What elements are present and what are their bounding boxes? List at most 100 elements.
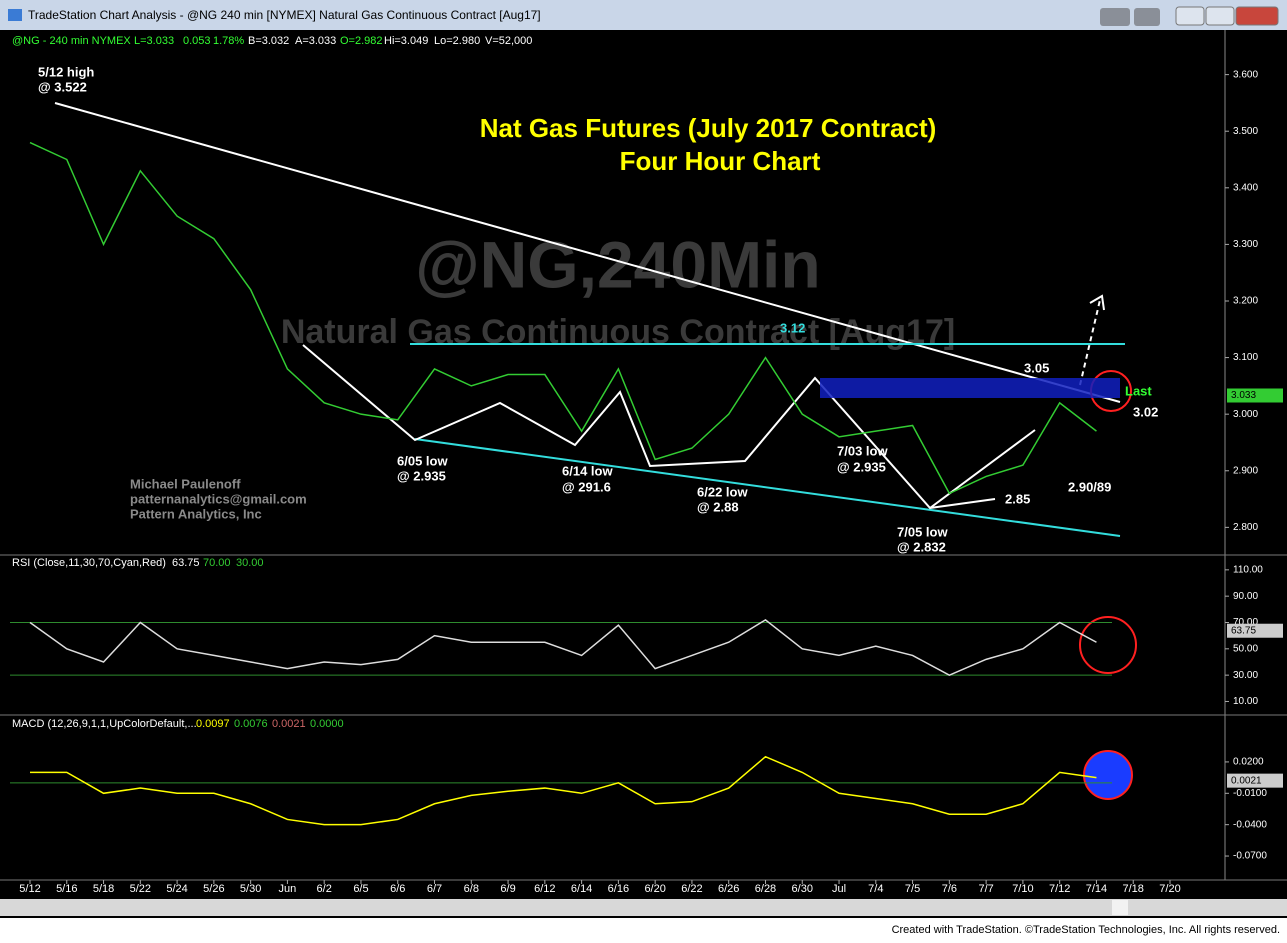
y-tick-label: 3.000 <box>1233 409 1258 420</box>
author-name: Michael Paulenoff <box>130 476 241 491</box>
y-tick-label: -0.0700 <box>1233 851 1267 862</box>
annotation: 3.05 <box>1024 360 1049 375</box>
highlight-circle <box>1079 616 1137 674</box>
title-bar <box>0 0 1287 30</box>
watermark-name: Natural Gas Continuous Contract [Aug17] <box>281 313 955 351</box>
x-tick-label: Jun <box>279 883 297 895</box>
downtrend-line <box>54 102 1121 403</box>
header-readout: @NG - 240 min NYMEX L=3.033 0.053 1.78% … <box>12 35 532 47</box>
macd-readout: 0.0097 <box>196 718 230 730</box>
y-tick-label: 70.00 <box>1233 617 1258 628</box>
annotation: 6/14 low <box>562 463 613 478</box>
y-tick-label: 3.400 <box>1233 182 1258 193</box>
scrollbar[interactable] <box>0 899 1287 916</box>
support-line <box>414 438 1121 537</box>
series-line <box>30 755 1097 826</box>
y-tick-label: 3.300 <box>1233 239 1258 250</box>
highlight-circle <box>1083 750 1133 800</box>
annotation: 3.12 <box>780 320 805 335</box>
author-email: patternanalytics@gmail.com <box>130 491 307 506</box>
y-tick-label: 3.100 <box>1233 352 1258 363</box>
rsi-title: RSI (Close,11,30,70,Cyan,Red) <box>12 557 166 569</box>
menu-button[interactable] <box>1134 8 1160 26</box>
x-tick-label: 5/22 <box>130 883 151 895</box>
x-tick-label: 5/12 <box>19 883 40 895</box>
header-open: O=2.982 <box>340 35 383 47</box>
last-value-label: 63.75 <box>1231 625 1256 636</box>
macd-title: MACD (12,26,9,1,1,UpColorDefault,... <box>12 718 197 730</box>
x-tick-label: 7/7 <box>978 883 993 895</box>
y-tick-label: 3.600 <box>1233 69 1258 80</box>
macd-readout: 0.0021 <box>272 718 306 730</box>
rsi-readout: 63.75 <box>172 557 200 569</box>
annotation: 2.90/89 <box>1068 479 1111 494</box>
y-tick-label: 50.00 <box>1233 643 1258 654</box>
x-tick-label: 6/28 <box>755 883 776 895</box>
macd-readout: 0.0076 <box>234 718 268 730</box>
annotation: 3.02 <box>1133 404 1158 419</box>
x-tick-label: 7/18 <box>1123 883 1144 895</box>
annotation: 6/05 low <box>397 453 448 468</box>
annotation: 7/03 low <box>837 443 888 458</box>
annotation: @ 2.832 <box>897 539 946 554</box>
last-value-label: 0.0021 <box>1231 775 1262 786</box>
last-value-box <box>1227 388 1283 403</box>
x-tick-label: 6/6 <box>390 883 405 895</box>
last-value-box <box>1227 773 1283 788</box>
annotation: @ 291.6 <box>562 479 611 494</box>
y-tick-label: 2.800 <box>1233 522 1258 533</box>
maximize-button[interactable] <box>1205 6 1235 26</box>
y-tick-label: 3.500 <box>1233 126 1258 137</box>
x-tick-label: 7/20 <box>1159 883 1180 895</box>
chart-title: Nat Gas Futures (July 2017 Contract) <box>480 113 937 143</box>
swing-path <box>302 344 1036 510</box>
x-tick-label: 6/7 <box>427 883 442 895</box>
x-tick-label: 5/16 <box>56 883 77 895</box>
scroll-thumb[interactable] <box>1112 900 1128 915</box>
x-tick-label: 7/10 <box>1012 883 1033 895</box>
annotation: 2.85 <box>1005 491 1030 506</box>
x-tick-label: 7/5 <box>905 883 920 895</box>
x-tick-label: 5/26 <box>203 883 224 895</box>
x-tick-label: 6/9 <box>500 883 515 895</box>
annotations: 5/12 high @ 3.522 3.12 6/05 low @ 2.935 … <box>38 64 1158 554</box>
rsi-band-readout: 30.00 <box>236 557 264 569</box>
x-tick-label: Jul <box>832 883 846 895</box>
y-tick-label: -0.0100 <box>1233 788 1267 799</box>
close-button[interactable] <box>1235 6 1279 26</box>
header-percent: 1.78% <box>213 35 244 47</box>
x-tick-label: 6/26 <box>718 883 739 895</box>
y-tick-label: 110.00 <box>1233 564 1263 575</box>
x-tick-label: 5/30 <box>240 883 261 895</box>
x-tick-label: 6/22 <box>681 883 702 895</box>
projection-arrow <box>1079 299 1101 386</box>
chart-subtitle: Four Hour Chart <box>620 146 821 176</box>
resistance-zone <box>820 378 1120 398</box>
y-tick-label: 0.0200 <box>1233 757 1264 768</box>
header-high: Hi=3.049 <box>384 35 428 47</box>
header-low: Lo=2.980 <box>434 35 480 47</box>
y-tick-label: 10.00 <box>1233 696 1258 707</box>
y-tick-label: 2.900 <box>1233 465 1258 476</box>
swing-path <box>929 498 996 509</box>
series-line <box>29 618 1097 676</box>
header-change: 0.053 <box>183 35 211 47</box>
minimize-button[interactable] <box>1175 6 1205 26</box>
x-tick-label: 6/12 <box>534 883 555 895</box>
x-tick-label: 7/14 <box>1086 883 1107 895</box>
x-tick-label: 6/20 <box>644 883 665 895</box>
last-value-box <box>1227 623 1283 638</box>
x-tick-label: 6/2 <box>317 883 332 895</box>
x-tick-label: 7/12 <box>1049 883 1070 895</box>
projection-arrowhead <box>1089 294 1105 311</box>
y-tick-label: 90.00 <box>1233 591 1258 602</box>
header-symbol: @NG - 240 min NYMEX <box>12 35 131 47</box>
y-tick-label: -0.0400 <box>1233 819 1267 830</box>
sync-button[interactable] <box>1100 8 1130 26</box>
x-tick-label: 6/16 <box>608 883 629 895</box>
trendlines <box>54 102 1137 800</box>
x-tick-label: 7/6 <box>942 883 957 895</box>
series-line <box>29 141 1097 495</box>
rsi-band-readout: 70.00 <box>203 557 231 569</box>
